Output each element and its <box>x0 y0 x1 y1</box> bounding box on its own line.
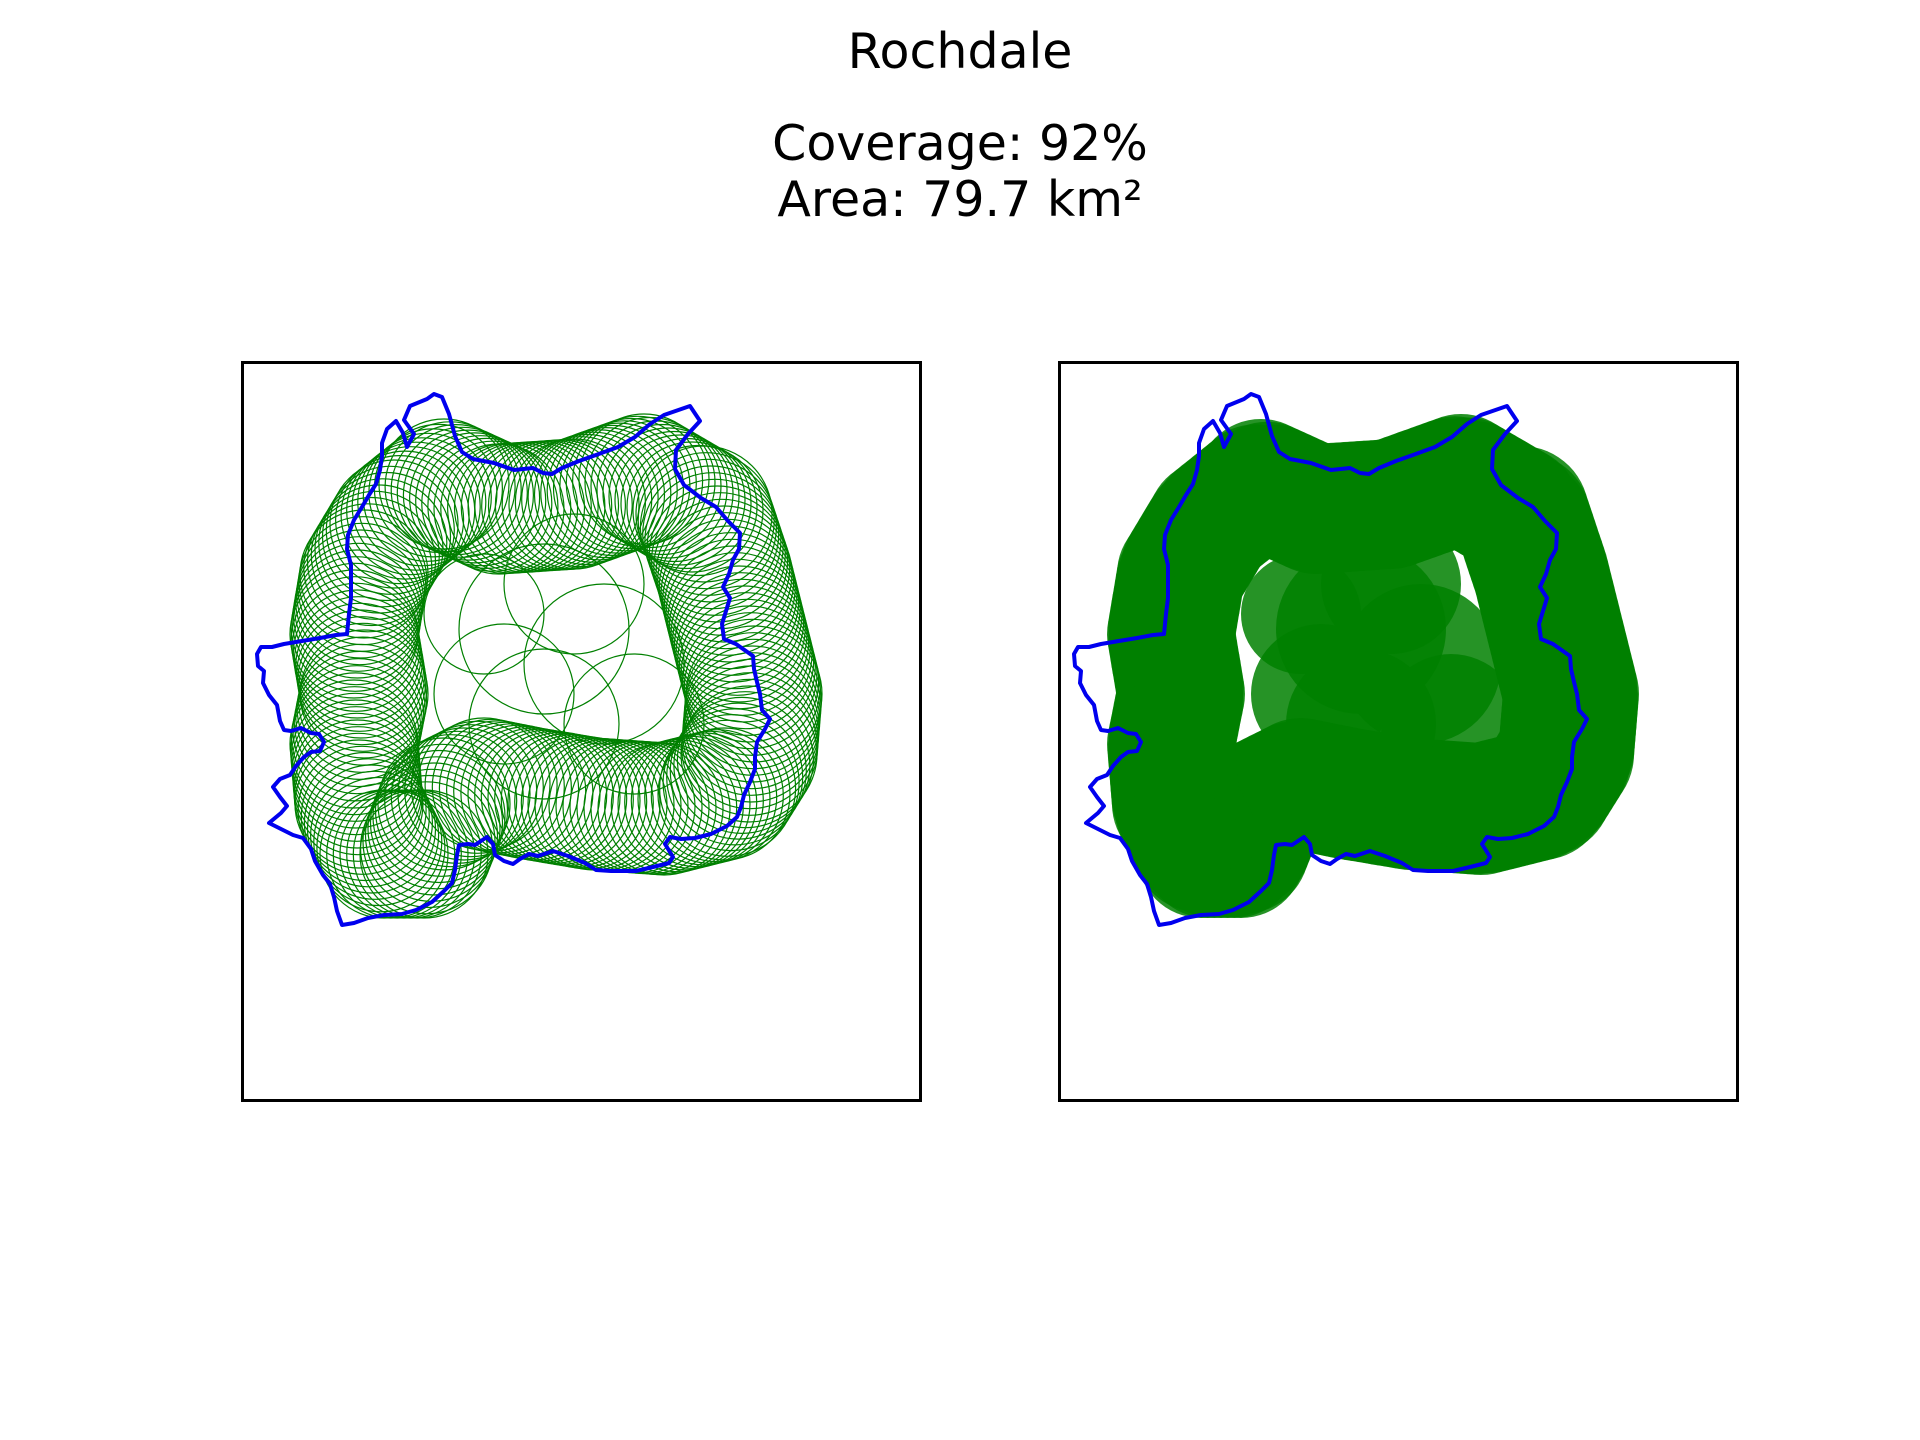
coverage-circle <box>325 465 455 595</box>
coverage-circle <box>357 437 487 567</box>
coverage-circle <box>446 723 580 857</box>
coverage-circle <box>602 427 734 559</box>
map-filled-canvas <box>1072 392 1639 927</box>
coverage-circle <box>608 430 740 563</box>
coverage-circle <box>433 623 575 765</box>
coverage-circle <box>523 583 685 745</box>
coverage-circle <box>329 459 459 589</box>
coverage-label: Coverage: 92% <box>772 115 1148 172</box>
figure-title: Rochdale <box>847 23 1073 80</box>
coverage-circle <box>374 743 509 877</box>
coverage-circles <box>289 413 823 919</box>
coverage-circle <box>1286 649 1436 799</box>
coverage-circle <box>346 446 476 576</box>
coverage-circle <box>313 776 443 907</box>
coverage-circle <box>678 598 816 736</box>
coverage-circle <box>651 492 789 630</box>
coverage-circle <box>563 653 705 795</box>
map-panel-filled <box>1058 361 1739 1102</box>
coverage-circle <box>291 582 421 712</box>
coverage-circle <box>467 727 601 861</box>
coverage-circle <box>474 728 608 862</box>
coverage-circle <box>310 490 440 620</box>
coverage-circle <box>303 758 434 888</box>
coverage-circle <box>666 708 804 846</box>
coverage-circle <box>680 605 818 743</box>
coverage-circle <box>540 427 672 559</box>
coverage-circle <box>369 756 504 890</box>
coverage-circle <box>533 429 666 561</box>
coverage-circle <box>648 485 786 623</box>
coverage-circle <box>314 484 444 614</box>
coverage-circle <box>626 441 758 573</box>
coverage-circle <box>552 422 685 554</box>
coverage-circle <box>298 516 428 646</box>
coverage-circle <box>297 745 427 875</box>
district-boundary <box>255 392 772 927</box>
coverage-circle <box>362 432 492 562</box>
coverage-circle <box>289 679 419 809</box>
coverage-circle <box>303 503 433 633</box>
map-outline-canvas <box>255 392 823 927</box>
coverage-circle <box>417 717 551 851</box>
coverage-circle <box>1191 424 1320 553</box>
coverage-circle <box>397 727 531 861</box>
coverage-circle <box>596 423 728 556</box>
area-label: Area: 79.7 km² <box>777 171 1143 228</box>
coverage-circle <box>372 749 506 884</box>
coverage-circle <box>659 719 797 857</box>
coverage-circle <box>632 444 764 577</box>
coverage-circle <box>300 751 430 882</box>
coverage-circle <box>293 658 423 788</box>
coverage-circle <box>669 702 807 840</box>
district-boundary <box>1072 392 1589 927</box>
coverage-circle <box>650 729 784 863</box>
coverage-circle <box>423 553 545 675</box>
coverage-circle <box>503 513 645 655</box>
coverage-circle <box>527 431 659 563</box>
coverage-circle <box>427 440 559 572</box>
coverage-circle <box>335 455 465 585</box>
coverage-circle <box>318 478 448 608</box>
coverage-circle <box>306 496 437 627</box>
coverage-circle <box>614 434 746 566</box>
coverage-circle <box>559 420 691 552</box>
coverage-circle <box>402 429 534 561</box>
coverage-circle <box>415 435 547 567</box>
coverage-circle <box>321 471 452 602</box>
coverage-circle <box>508 438 640 570</box>
coverage-circle <box>617 737 751 871</box>
coverage-circle <box>468 648 620 800</box>
coverage-circle <box>624 735 758 869</box>
coverage-circle <box>565 417 697 550</box>
coverage-circle <box>409 432 541 564</box>
coverage-circle <box>367 762 501 896</box>
map-panel-outlines <box>241 361 922 1102</box>
coverage-circles <box>1107 414 1639 918</box>
coverage-circle <box>297 636 428 766</box>
coverage-circle <box>340 450 470 580</box>
coverage-circle <box>460 726 594 860</box>
coverage-circle <box>319 789 449 919</box>
coverage-circle <box>630 734 764 868</box>
coverage-circle <box>438 721 572 855</box>
coverage-circle <box>316 783 446 913</box>
coverage-circle <box>290 672 421 802</box>
coverage-circle <box>657 727 791 861</box>
coverage-circle <box>458 543 630 715</box>
coverage-circle <box>290 576 420 706</box>
coverage-circle <box>1241 554 1361 674</box>
coverage-circle <box>431 720 565 854</box>
coverage-circle <box>351 441 481 571</box>
